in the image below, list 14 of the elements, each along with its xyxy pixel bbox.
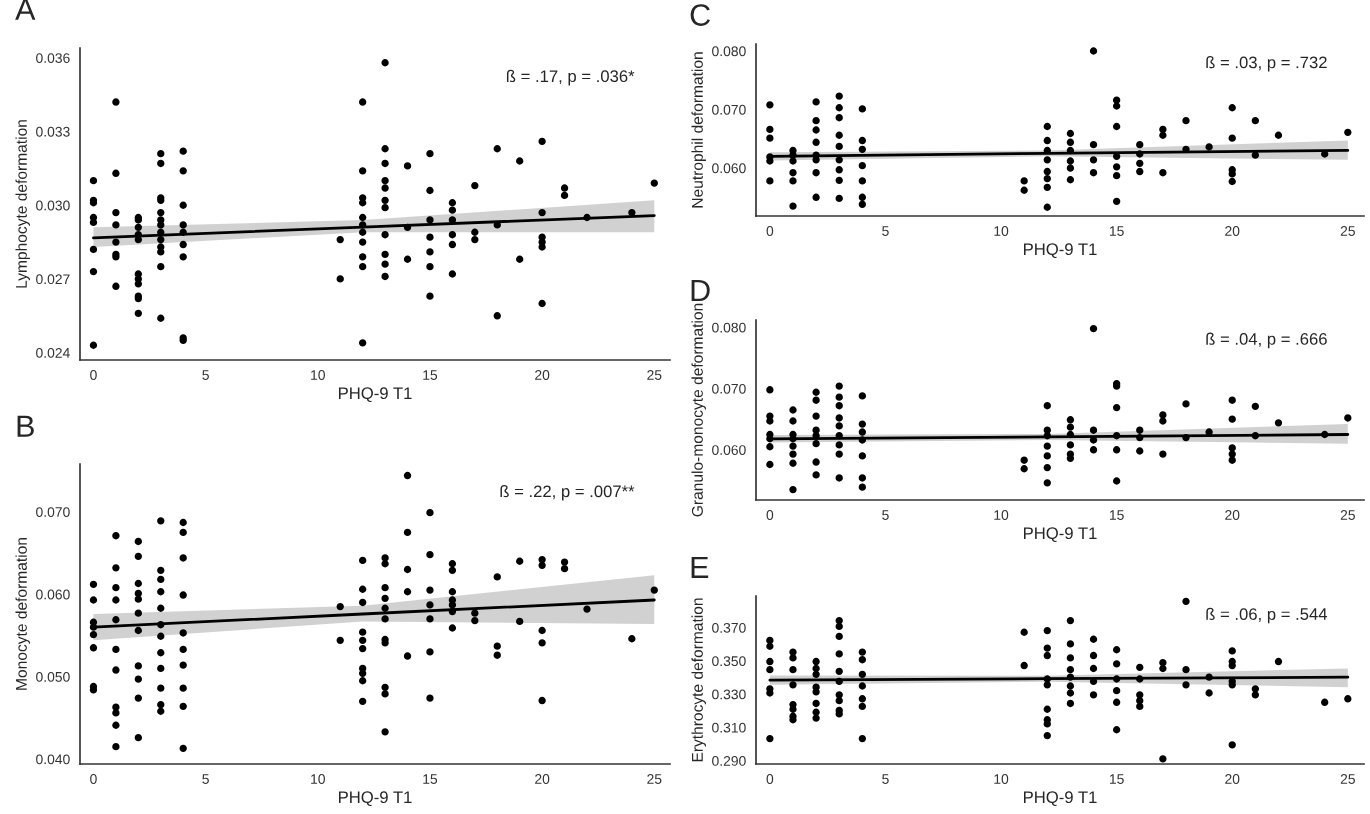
x-axis-title: PHQ-9 T1	[1024, 527, 1097, 543]
annotation: ß = .06, p = .544	[1206, 607, 1328, 624]
x-axis-title: PHQ-9 T1	[339, 387, 412, 403]
chart-title: E	[691, 556, 709, 578]
chart-title: C	[690, 4, 711, 26]
chart-title: B	[17, 415, 34, 437]
annotation: ß = .17, p = .036*	[506, 69, 635, 86]
x-axis-title: PHQ-9 T1	[339, 791, 412, 807]
x-axis-title: PHQ-9 T1	[1024, 791, 1097, 807]
x-axis-title: PHQ-9 T1	[1024, 243, 1097, 259]
annotation: ß = .04, p = .666	[1206, 332, 1327, 349]
annotation: ß = .03, p = .732	[1206, 56, 1327, 72]
chart-title: D	[691, 280, 710, 302]
annotation: ß = .22, p = .007**	[500, 485, 635, 501]
